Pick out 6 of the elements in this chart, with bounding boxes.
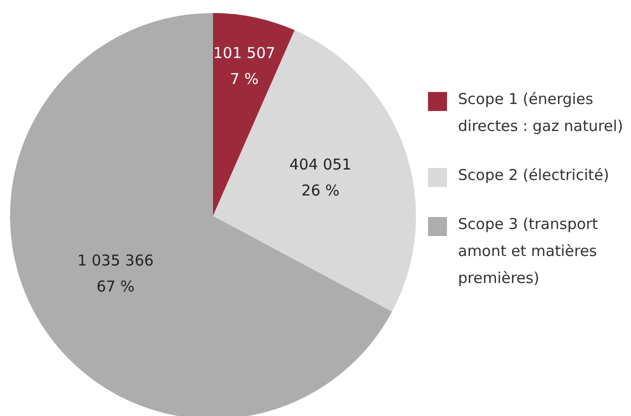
legend-label: Scope 3 (transport amont et matières premières) — [458, 214, 599, 289]
legend-label: Scope 1 (énergies directes : gaz naturel) — [458, 89, 624, 137]
legend-label: Scope 2 (électricité) — [458, 165, 610, 186]
data-label: 101 507 7 % — [213, 44, 276, 88]
data-label: 1 035 366 67 % — [77, 251, 154, 296]
data-label: 404 051 26 % — [289, 156, 352, 200]
